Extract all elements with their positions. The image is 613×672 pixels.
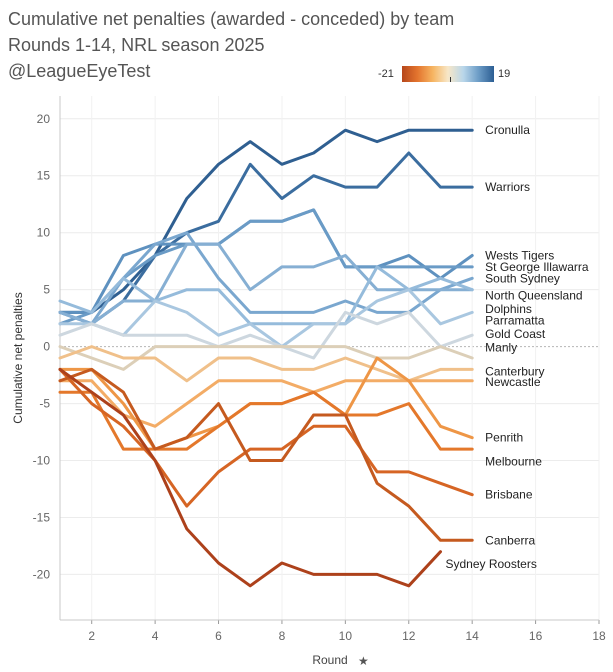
series-label-cronulla: Cronulla (485, 123, 530, 137)
y-tick-label: 15 (37, 169, 51, 183)
series-line-parramatta[interactable] (58, 288, 474, 349)
series-label-st-george-illawarra: St George Illawarra (485, 260, 589, 274)
series-label-south-sydney: South Sydney (485, 271, 560, 285)
series-label-warriors: Warriors (485, 180, 530, 194)
series-line-wests-tigers[interactable] (58, 208, 474, 314)
legend-max-label: 19 (498, 68, 511, 80)
x-tick-label: 6 (215, 629, 222, 643)
series-label-canterbury: Canterbury (485, 365, 544, 379)
series-label-north-queensland: North Queensland (485, 288, 582, 302)
series-line-st-george-illawarra[interactable] (58, 208, 474, 326)
title-block: Cumulative net penalties (awarded - conc… (8, 6, 454, 84)
series-label-wests-tigers: Wests Tigers (485, 248, 554, 262)
legend-min-label: -21 (378, 68, 394, 80)
legend-color-ramp (402, 66, 494, 82)
series-label-canberra: Canberra (485, 533, 535, 547)
series-line-melbourne[interactable] (58, 390, 474, 451)
chart-credit: @LeagueEyeTest (8, 61, 151, 81)
series-line-manly[interactable] (58, 345, 474, 371)
series-line-gold-coast[interactable] (58, 310, 474, 360)
series-line-north-queensland[interactable] (58, 242, 474, 326)
series-line-canterbury[interactable] (58, 345, 474, 383)
series-label-dolphins: Dolphins (485, 302, 532, 316)
series-line-cronulla[interactable] (58, 128, 474, 314)
series-line-sydney-roosters[interactable] (58, 367, 442, 588)
color-legend[interactable]: -21 19 (378, 64, 518, 84)
series-label-gold-coast: Gold Coast (485, 327, 546, 341)
series-line-brisbane[interactable] (58, 367, 474, 508)
y-tick-label: -5 (39, 397, 50, 411)
series-line-south-sydney[interactable] (58, 231, 474, 326)
series-line-canberra[interactable] (58, 367, 474, 542)
pin-icon[interactable]: ★ (358, 654, 369, 668)
series-label-newcastle: Newcastle (485, 375, 541, 389)
y-tick-label: 10 (37, 226, 51, 240)
x-tick-label: 14 (465, 629, 479, 643)
chart-subtitle: Rounds 1-14, NRL season 2025 (8, 35, 265, 55)
y-tick-label: -15 (33, 510, 51, 524)
x-tick-label: 18 (592, 629, 606, 643)
x-tick-label: 2 (88, 629, 95, 643)
legend-zero-tick (450, 77, 451, 82)
y-tick-label: 0 (43, 340, 50, 354)
x-tick-label: 12 (402, 629, 416, 643)
series-line-newcastle[interactable] (58, 379, 474, 428)
x-tick-label: 10 (339, 629, 353, 643)
y-tick-label: 5 (43, 283, 50, 297)
series-label-penrith: Penrith (485, 431, 523, 445)
series-line-warriors[interactable] (58, 151, 474, 326)
y-axis-title: Cumulative net penalties (11, 292, 25, 423)
x-tick-label: 4 (152, 629, 159, 643)
x-axis-title: Round (312, 653, 347, 667)
series-line-dolphins[interactable] (58, 265, 474, 326)
y-tick-label: -20 (33, 567, 51, 581)
x-tick-label: 8 (279, 629, 286, 643)
chart-title: Cumulative net penalties (awarded - conc… (8, 9, 455, 29)
series-label-sydney-roosters: Sydney Roosters (445, 557, 536, 571)
series-label-manly: Manly (485, 341, 517, 355)
series-label-melbourne: Melbourne (485, 455, 542, 469)
series-label-brisbane: Brisbane (485, 488, 533, 502)
y-tick-label: 20 (37, 112, 51, 126)
x-tick-label: 16 (529, 629, 543, 643)
series-label-parramatta: Parramatta (485, 313, 545, 327)
y-tick-label: -10 (33, 454, 51, 468)
